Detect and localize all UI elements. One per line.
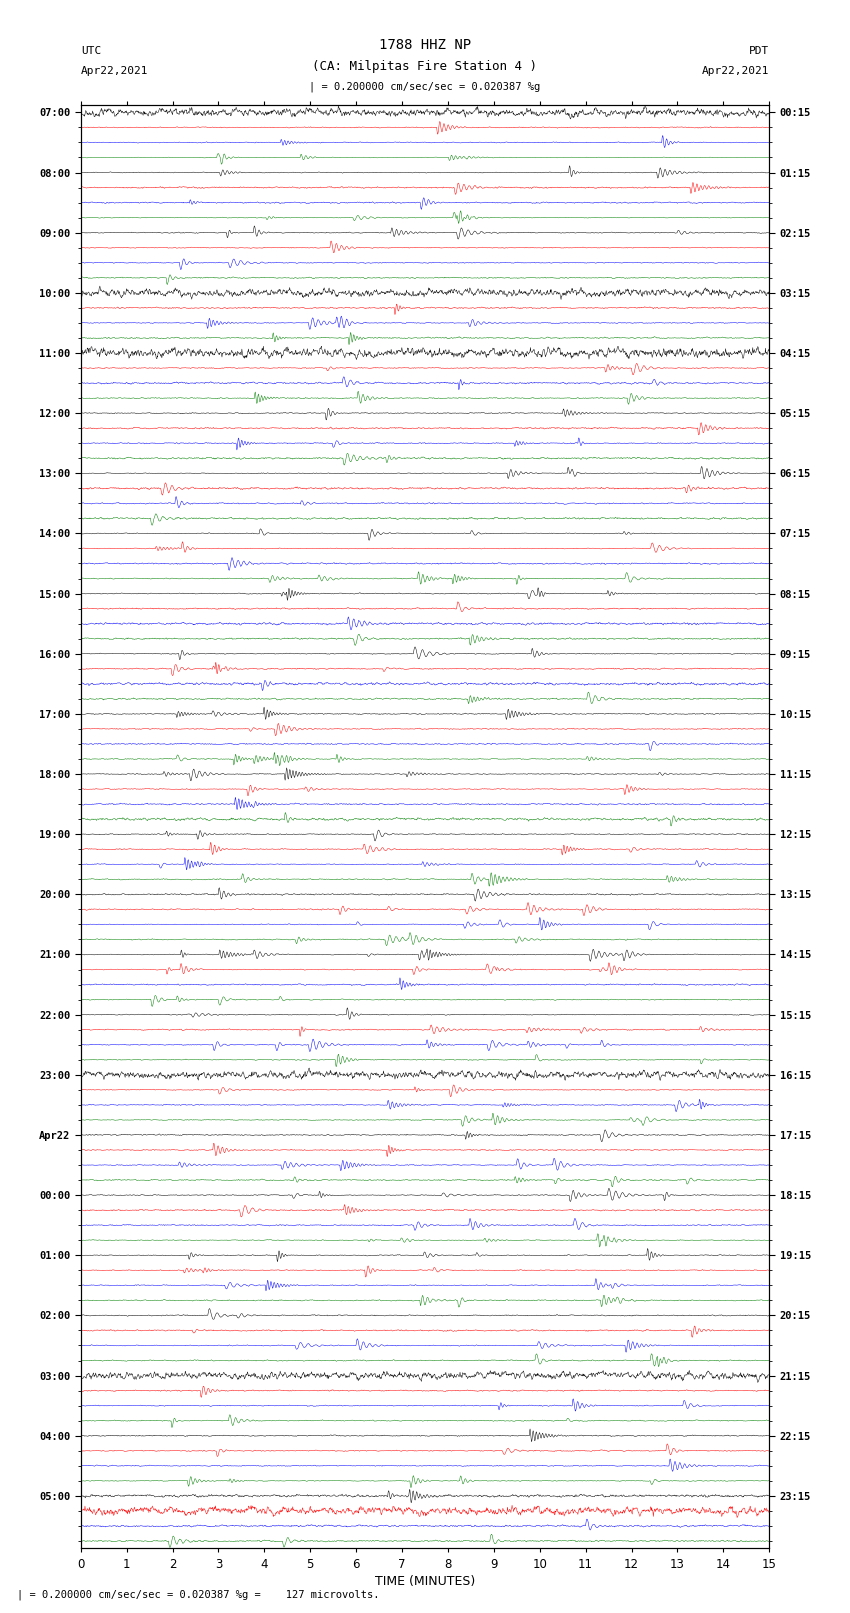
Text: | = 0.200000 cm/sec/sec = 0.020387 %g: | = 0.200000 cm/sec/sec = 0.020387 %g	[309, 81, 541, 92]
Text: | = 0.200000 cm/sec/sec = 0.020387 %g =    127 microvolts.: | = 0.200000 cm/sec/sec = 0.020387 %g = …	[17, 1589, 379, 1600]
Text: (CA: Milpitas Fire Station 4 ): (CA: Milpitas Fire Station 4 )	[313, 60, 537, 73]
Text: PDT: PDT	[749, 47, 769, 56]
Text: Apr22,2021: Apr22,2021	[81, 66, 148, 76]
Text: 1788 HHZ NP: 1788 HHZ NP	[379, 37, 471, 52]
X-axis label: TIME (MINUTES): TIME (MINUTES)	[375, 1574, 475, 1587]
Text: Apr22,2021: Apr22,2021	[702, 66, 769, 76]
Text: UTC: UTC	[81, 47, 101, 56]
